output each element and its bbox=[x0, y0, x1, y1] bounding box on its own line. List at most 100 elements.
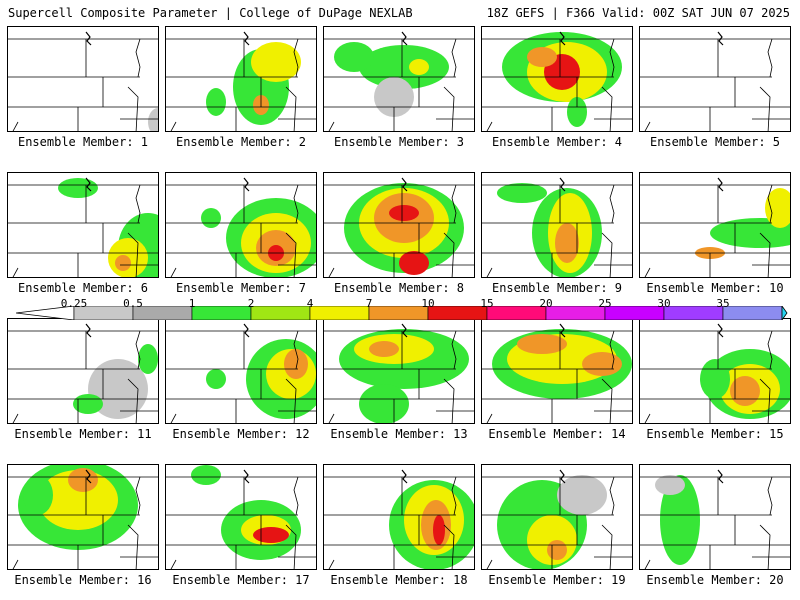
state-boundary bbox=[293, 330, 299, 370]
state-boundary bbox=[601, 378, 613, 423]
ensemble-member-map bbox=[165, 464, 317, 570]
ensemble-member-map bbox=[165, 318, 317, 424]
ensemble-member-label: Ensemble Member: 16 bbox=[14, 573, 152, 587]
state-boundary bbox=[767, 184, 773, 224]
scp-contour-area bbox=[409, 59, 429, 75]
state-boundary bbox=[601, 86, 613, 131]
scp-contour-area bbox=[251, 42, 301, 82]
colorbar-tick-label: 4 bbox=[306, 297, 314, 310]
scp-field-map bbox=[166, 177, 316, 277]
scp-contour-area bbox=[138, 344, 158, 374]
state-boundary bbox=[127, 378, 139, 423]
ensemble-member-label: Ensemble Member: 8 bbox=[333, 281, 465, 295]
scp-contour-area bbox=[369, 341, 399, 357]
scp-contour-area bbox=[148, 108, 158, 131]
colorbar-segment bbox=[309, 306, 370, 320]
state-boundary bbox=[135, 38, 141, 78]
state-boundary bbox=[759, 524, 771, 569]
ensemble-member-label: Ensemble Member: 18 bbox=[330, 573, 468, 587]
state-boundary bbox=[759, 232, 771, 277]
ensemble-member-label: Ensemble Member: 15 bbox=[646, 427, 784, 441]
ensemble-member-map bbox=[323, 464, 475, 570]
colorbar-segment bbox=[722, 306, 783, 320]
scp-field-map bbox=[482, 323, 632, 423]
ensemble-member-map bbox=[165, 172, 317, 278]
colorbar-tick-label: 2 bbox=[247, 297, 255, 310]
ensemble-member-label: Ensemble Member: 12 bbox=[172, 427, 310, 441]
river-line bbox=[243, 31, 250, 46]
scp-contour-area bbox=[359, 384, 409, 423]
scp-field-map bbox=[482, 31, 632, 131]
scp-contour-area bbox=[253, 527, 289, 543]
scp-contour-area bbox=[660, 475, 700, 565]
ensemble-member-label: Ensemble Member: 5 bbox=[649, 135, 781, 149]
ensemble-member-label: Ensemble Member: 11 bbox=[14, 427, 152, 441]
state-boundary bbox=[127, 86, 139, 131]
ensemble-member-map bbox=[323, 26, 475, 132]
river-line bbox=[717, 177, 724, 192]
state-boundary bbox=[644, 413, 651, 423]
scp-contour-area bbox=[334, 42, 374, 72]
state-boundary bbox=[127, 524, 139, 569]
state-boundary bbox=[12, 267, 19, 277]
state-boundary bbox=[12, 559, 19, 569]
ensemble-member-map bbox=[165, 26, 317, 132]
state-boundary bbox=[12, 413, 19, 423]
state-boundary bbox=[644, 121, 651, 131]
state-boundary bbox=[293, 38, 299, 78]
state-boundary bbox=[767, 38, 773, 78]
river-line bbox=[401, 469, 408, 484]
state-boundary bbox=[759, 86, 771, 131]
ensemble-member-map bbox=[639, 464, 791, 570]
state-boundary bbox=[443, 86, 455, 131]
ensemble-member-map bbox=[7, 464, 159, 570]
state-boundary bbox=[170, 121, 177, 131]
scp-contour-area bbox=[115, 255, 131, 271]
state-boundary bbox=[328, 413, 335, 423]
scp-field-map bbox=[640, 469, 790, 569]
ensemble-member-map bbox=[323, 172, 475, 278]
colorbar-segment bbox=[604, 306, 665, 320]
scp-field-map bbox=[324, 177, 474, 277]
ensemble-member-label: Ensemble Member: 13 bbox=[330, 427, 468, 441]
colorbar-tick-label: 1 bbox=[188, 297, 196, 310]
colorbar-segment bbox=[191, 306, 252, 320]
scp-contour-area bbox=[201, 208, 221, 228]
state-boundary bbox=[12, 121, 19, 131]
scp-contour-area bbox=[389, 205, 419, 221]
river-line bbox=[559, 31, 566, 46]
river-line bbox=[243, 323, 250, 338]
ensemble-member-label: Ensemble Member: 10 bbox=[646, 281, 784, 295]
scp-field-map bbox=[482, 177, 632, 277]
scp-field-map bbox=[8, 323, 158, 423]
state-boundary bbox=[601, 524, 613, 569]
colorbar-tick-label: 7 bbox=[365, 297, 373, 310]
scp-field-map bbox=[166, 323, 316, 423]
color-scale-bar bbox=[16, 306, 788, 320]
scp-field-map bbox=[640, 177, 790, 277]
colorbar-segment bbox=[663, 306, 724, 320]
state-boundary bbox=[451, 330, 457, 370]
river-line bbox=[85, 31, 92, 46]
ensemble-member-map bbox=[639, 26, 791, 132]
ensemble-member-label: Ensemble Member: 6 bbox=[17, 281, 149, 295]
scp-contour-area bbox=[58, 178, 98, 198]
river-line bbox=[401, 323, 408, 338]
state-boundary bbox=[486, 121, 493, 131]
scp-contour-area bbox=[517, 334, 567, 354]
state-boundary bbox=[759, 378, 771, 423]
scp-contour-area bbox=[700, 359, 730, 399]
state-boundary bbox=[486, 413, 493, 423]
scp-contour-area bbox=[710, 218, 790, 248]
state-boundary bbox=[135, 330, 141, 370]
scp-contour-area bbox=[73, 394, 103, 414]
state-boundary bbox=[451, 184, 457, 224]
river-line bbox=[85, 469, 92, 484]
state-boundary bbox=[285, 86, 297, 131]
colorbar-tick-label: 35 bbox=[716, 297, 730, 310]
scp-contour-area bbox=[23, 475, 53, 515]
ensemble-member-map bbox=[7, 172, 159, 278]
state-boundary bbox=[285, 524, 297, 569]
state-boundary bbox=[443, 232, 455, 277]
colorbar-tick-label: 25 bbox=[598, 297, 612, 310]
